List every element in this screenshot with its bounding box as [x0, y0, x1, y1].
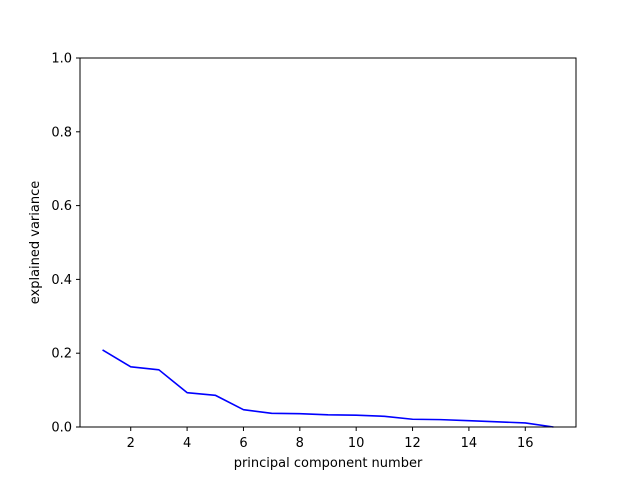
x-tick-label: 14	[461, 436, 478, 451]
x-tick-label: 6	[239, 436, 247, 451]
x-tick-label: 12	[404, 436, 421, 451]
plot-area-frame	[79, 57, 577, 428]
series-line	[102, 349, 554, 428]
y-tick-label: 0.6	[51, 199, 72, 214]
y-tick-label: 0.0	[51, 421, 72, 436]
y-tick-label: 0.8	[51, 125, 72, 140]
y-tick-label: 0.2	[51, 347, 72, 362]
x-axis-ticks: 2 4 6 8 10 12 14 16	[127, 427, 534, 451]
y-tick-label: 0.4	[51, 273, 72, 288]
y-axis-label: explained variance	[28, 181, 43, 305]
x-tick-label: 2	[127, 436, 135, 451]
x-tick-label: 8	[296, 436, 304, 451]
y-axis-ticks: 0.0 0.2 0.4 0.6 0.8 1.0	[51, 52, 80, 436]
x-tick-label: 10	[348, 436, 365, 451]
series-layer	[102, 349, 554, 428]
x-axis-label: principal component number	[234, 456, 423, 471]
y-tick-label: 1.0	[51, 52, 72, 67]
x-tick-label: 16	[517, 436, 534, 451]
x-tick-label: 4	[183, 436, 191, 451]
